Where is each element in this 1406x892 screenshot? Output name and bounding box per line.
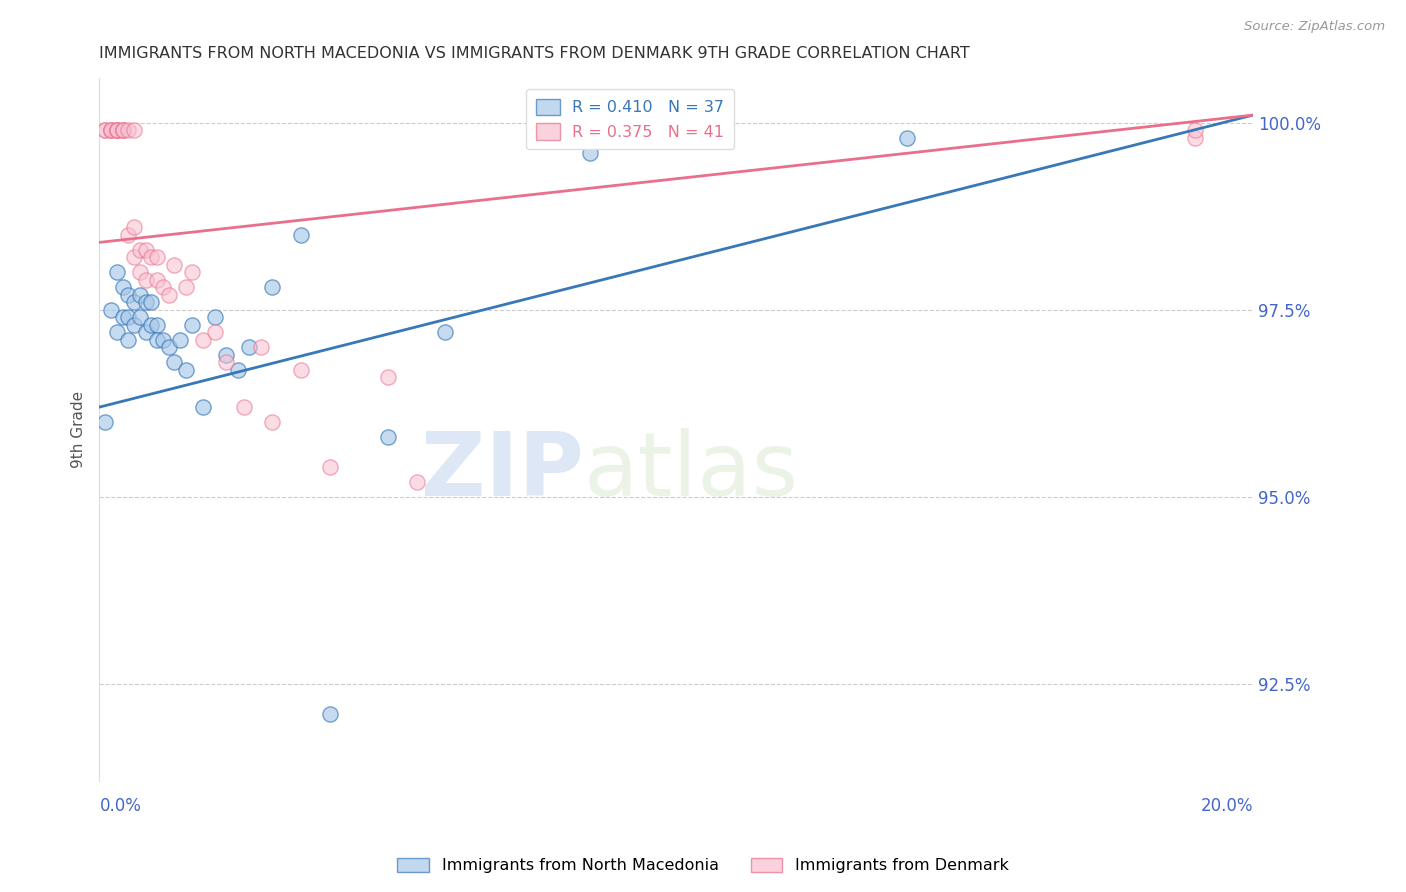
Point bbox=[146, 251, 169, 265]
Point bbox=[578, 145, 600, 160]
Point bbox=[117, 310, 139, 325]
Point bbox=[163, 258, 186, 272]
Point bbox=[117, 227, 139, 242]
Point bbox=[128, 310, 150, 325]
Point bbox=[377, 370, 399, 384]
Point bbox=[204, 325, 226, 339]
Point bbox=[135, 273, 157, 287]
Point bbox=[122, 295, 145, 310]
Point bbox=[100, 302, 122, 317]
Legend: Immigrants from North Macedonia, Immigrants from Denmark: Immigrants from North Macedonia, Immigra… bbox=[391, 851, 1015, 880]
Point bbox=[232, 400, 254, 414]
Point bbox=[405, 475, 427, 489]
Text: ZIP: ZIP bbox=[422, 428, 583, 516]
Point bbox=[163, 355, 186, 369]
Point bbox=[180, 318, 202, 332]
Point bbox=[1184, 130, 1206, 145]
Point bbox=[122, 318, 145, 332]
Point bbox=[152, 333, 174, 347]
Point bbox=[157, 287, 180, 301]
Point bbox=[152, 280, 174, 294]
Point bbox=[377, 430, 399, 444]
Point bbox=[226, 362, 249, 376]
Point bbox=[100, 123, 122, 137]
Point bbox=[204, 310, 226, 325]
Point bbox=[111, 310, 134, 325]
Point bbox=[105, 123, 128, 137]
Point bbox=[434, 325, 457, 339]
Point bbox=[105, 123, 128, 137]
Y-axis label: 9th Grade: 9th Grade bbox=[72, 391, 86, 468]
Point bbox=[100, 123, 122, 137]
Point bbox=[122, 123, 145, 137]
Text: Source: ZipAtlas.com: Source: ZipAtlas.com bbox=[1244, 20, 1385, 33]
Point bbox=[105, 123, 128, 137]
Point bbox=[141, 295, 163, 310]
Point bbox=[111, 123, 134, 137]
Point bbox=[250, 340, 273, 354]
Point bbox=[319, 460, 342, 475]
Point bbox=[111, 123, 134, 137]
Point bbox=[193, 400, 215, 414]
Point bbox=[94, 123, 117, 137]
Point bbox=[94, 123, 117, 137]
Point bbox=[135, 295, 157, 310]
Point bbox=[141, 318, 163, 332]
Point bbox=[117, 333, 139, 347]
Point bbox=[215, 348, 238, 362]
Point bbox=[262, 280, 284, 294]
Point bbox=[174, 280, 197, 294]
Text: IMMIGRANTS FROM NORTH MACEDONIA VS IMMIGRANTS FROM DENMARK 9TH GRADE CORRELATION: IMMIGRANTS FROM NORTH MACEDONIA VS IMMIG… bbox=[100, 46, 970, 62]
Text: atlas: atlas bbox=[583, 428, 799, 516]
Point bbox=[105, 265, 128, 279]
Point bbox=[174, 362, 197, 376]
Point bbox=[157, 340, 180, 354]
Text: 20.0%: 20.0% bbox=[1201, 797, 1253, 815]
Point bbox=[169, 333, 191, 347]
Point bbox=[117, 287, 139, 301]
Point bbox=[111, 280, 134, 294]
Point bbox=[122, 220, 145, 235]
Point bbox=[215, 355, 238, 369]
Point bbox=[128, 243, 150, 257]
Point bbox=[105, 123, 128, 137]
Point bbox=[146, 333, 169, 347]
Legend: R = 0.410   N = 37, R = 0.375   N = 41: R = 0.410 N = 37, R = 0.375 N = 41 bbox=[526, 89, 734, 150]
Point bbox=[262, 415, 284, 429]
Point bbox=[141, 251, 163, 265]
Point bbox=[193, 333, 215, 347]
Point bbox=[122, 251, 145, 265]
Point bbox=[1184, 123, 1206, 137]
Text: 0.0%: 0.0% bbox=[100, 797, 142, 815]
Point bbox=[290, 362, 312, 376]
Point bbox=[128, 265, 150, 279]
Point bbox=[238, 340, 260, 354]
Point bbox=[128, 287, 150, 301]
Point bbox=[180, 265, 202, 279]
Point bbox=[896, 130, 918, 145]
Point bbox=[94, 415, 117, 429]
Point bbox=[146, 273, 169, 287]
Point bbox=[117, 123, 139, 137]
Point bbox=[135, 325, 157, 339]
Point bbox=[111, 123, 134, 137]
Point bbox=[135, 243, 157, 257]
Point bbox=[146, 318, 169, 332]
Point bbox=[290, 227, 312, 242]
Point bbox=[100, 123, 122, 137]
Point bbox=[319, 707, 342, 722]
Point bbox=[105, 325, 128, 339]
